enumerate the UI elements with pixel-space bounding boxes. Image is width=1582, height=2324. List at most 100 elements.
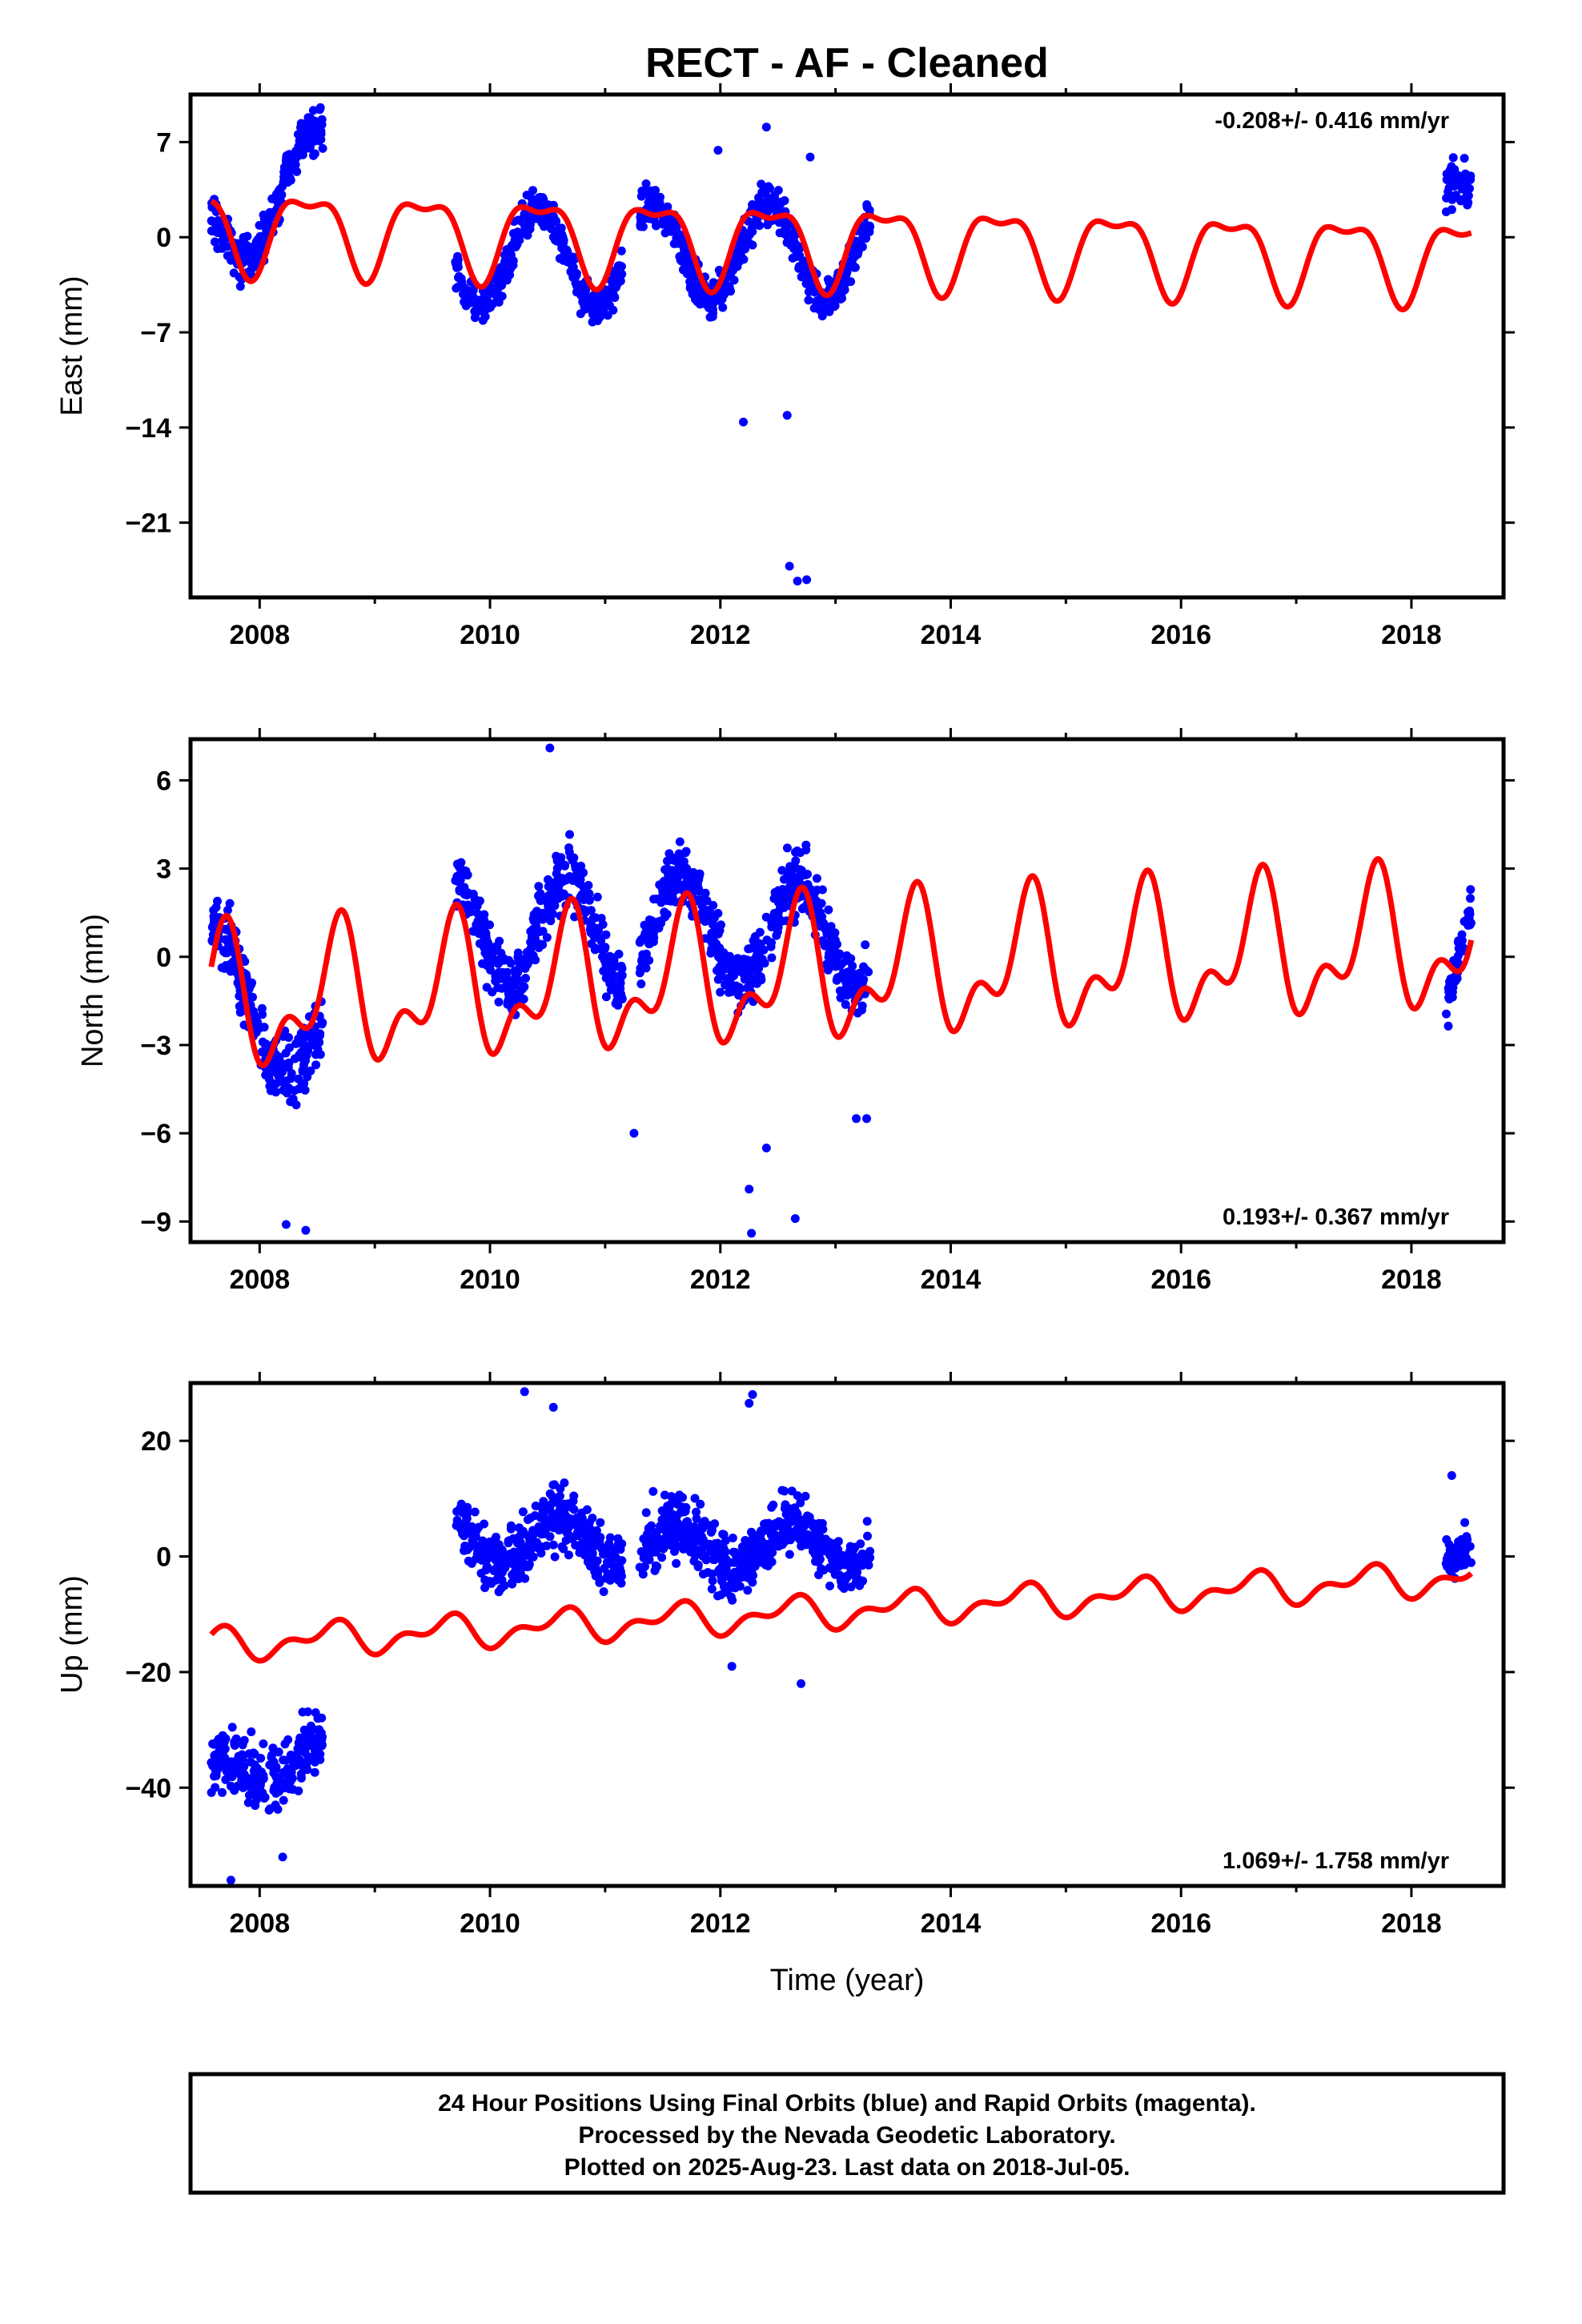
- up-data-point: [757, 1550, 767, 1560]
- north-data-point: [812, 874, 821, 883]
- north-data-point: [644, 938, 653, 947]
- north-data-point: [725, 979, 735, 988]
- north-data-point: [707, 944, 717, 954]
- north-data-point: [801, 840, 811, 850]
- east-data-point: [580, 304, 590, 314]
- x-axis-label: Time (year): [770, 1964, 925, 1997]
- east-outlier-point: [739, 417, 748, 427]
- east-data-point: [1448, 153, 1458, 163]
- east-data-point: [561, 255, 571, 264]
- up-data-point: [508, 1579, 517, 1589]
- east-data-point: [784, 234, 793, 243]
- north-data-point: [540, 913, 550, 923]
- up-data-point: [491, 1534, 500, 1543]
- up-data-point: [238, 1740, 247, 1750]
- north-data-point: [845, 979, 855, 988]
- north-outlier-point: [852, 1114, 861, 1124]
- up-panel: 2008 2010 2012 2014 2016 2018 20 0 −20 −40 Up (mm)…: [55, 1372, 1515, 1939]
- up-data-point: [308, 1724, 318, 1734]
- up-y-tick-label: 0: [156, 1542, 171, 1573]
- up-data-point: [777, 1540, 787, 1550]
- north-model-line: [208, 855, 1475, 1069]
- east-outlier-point: [802, 575, 812, 585]
- up-data-point: [601, 1574, 611, 1583]
- up-data-point: [218, 1787, 227, 1797]
- east-data-point: [679, 264, 689, 274]
- east-data-point: [641, 179, 651, 188]
- north-data-point: [298, 1067, 307, 1076]
- north-data-point: [564, 847, 574, 857]
- north-data-point: [824, 905, 833, 915]
- north-data-point: [285, 1043, 294, 1052]
- east-data-point: [590, 304, 600, 313]
- up-data-point: [708, 1569, 717, 1578]
- up-data-point: [673, 1493, 682, 1502]
- up-data-point: [246, 1757, 255, 1767]
- north-data-point: [681, 848, 690, 858]
- east-y-tick-label: 7: [156, 127, 171, 158]
- up-data-point: [470, 1507, 480, 1517]
- north-data-point: [553, 875, 563, 884]
- north-data-point: [842, 991, 852, 1000]
- east-data-point: [649, 215, 659, 225]
- east-data-point: [213, 244, 223, 253]
- east-data-point: [837, 281, 847, 291]
- up-data-point: [480, 1583, 490, 1593]
- north-data-point: [833, 939, 841, 949]
- up-data-point: [616, 1578, 626, 1588]
- north-outlier-point: [862, 1114, 871, 1124]
- north-data-point: [649, 895, 659, 904]
- north-data-point: [499, 974, 508, 983]
- north-data-point: [284, 1033, 293, 1042]
- north-data-point: [295, 1084, 305, 1093]
- north-data-point: [223, 939, 233, 948]
- up-data-point: [564, 1550, 573, 1560]
- east-data-point: [578, 297, 588, 307]
- north-data-point: [468, 927, 478, 936]
- up-data-point: [1462, 1542, 1472, 1551]
- up-data-point: [550, 1552, 560, 1562]
- up-data-point: [492, 1550, 501, 1560]
- north-data-point: [674, 861, 684, 870]
- up-data-point: [274, 1747, 283, 1757]
- north-data-point: [311, 1050, 320, 1059]
- east-data-point: [1460, 154, 1469, 163]
- up-data-point: [748, 1578, 757, 1587]
- north-x-tick-label: 2014: [921, 1265, 982, 1295]
- east-data-point: [600, 302, 609, 312]
- up-data-point: [728, 1534, 737, 1542]
- north-y-tick-label: 3: [156, 854, 171, 885]
- up-data-point: [1441, 1559, 1451, 1568]
- up-data-point: [757, 1544, 767, 1554]
- north-data-point: [753, 979, 761, 988]
- footer-line-1: 24 Hour Positions Using Final Orbits (bl…: [438, 2090, 1256, 2117]
- east-data-point: [482, 294, 491, 304]
- north-data-point: [793, 846, 802, 855]
- east-data-point: [695, 299, 705, 308]
- north-data-point: [534, 891, 543, 901]
- east-data-point: [479, 308, 488, 317]
- up-data-point: [531, 1502, 540, 1510]
- up-data-point: [287, 1767, 296, 1777]
- east-data-point: [773, 198, 782, 207]
- north-data-point: [693, 883, 703, 893]
- east-x-tick-label: 2010: [460, 620, 520, 650]
- east-data-point: [737, 247, 746, 255]
- north-data-point: [662, 896, 672, 906]
- north-data-point: [548, 909, 557, 919]
- east-data-point: [548, 213, 558, 223]
- up-data-point: [701, 1555, 711, 1565]
- north-data-point: [612, 996, 621, 1006]
- east-data-point: [661, 228, 670, 238]
- north-data-point: [1445, 991, 1455, 1000]
- north-data-point: [580, 907, 590, 917]
- north-data-point: [1442, 1009, 1451, 1019]
- up-outlier-point: [745, 1398, 754, 1408]
- up-data-point: [588, 1550, 597, 1560]
- east-data-points: [207, 103, 1476, 586]
- east-data-point: [1463, 200, 1472, 210]
- east-data-point: [718, 303, 728, 312]
- footer-line-2: Processed by the Nevada Geodetic Laborat…: [578, 2122, 1115, 2149]
- north-y-tick-label: −3: [140, 1031, 171, 1061]
- up-data-point: [641, 1508, 651, 1518]
